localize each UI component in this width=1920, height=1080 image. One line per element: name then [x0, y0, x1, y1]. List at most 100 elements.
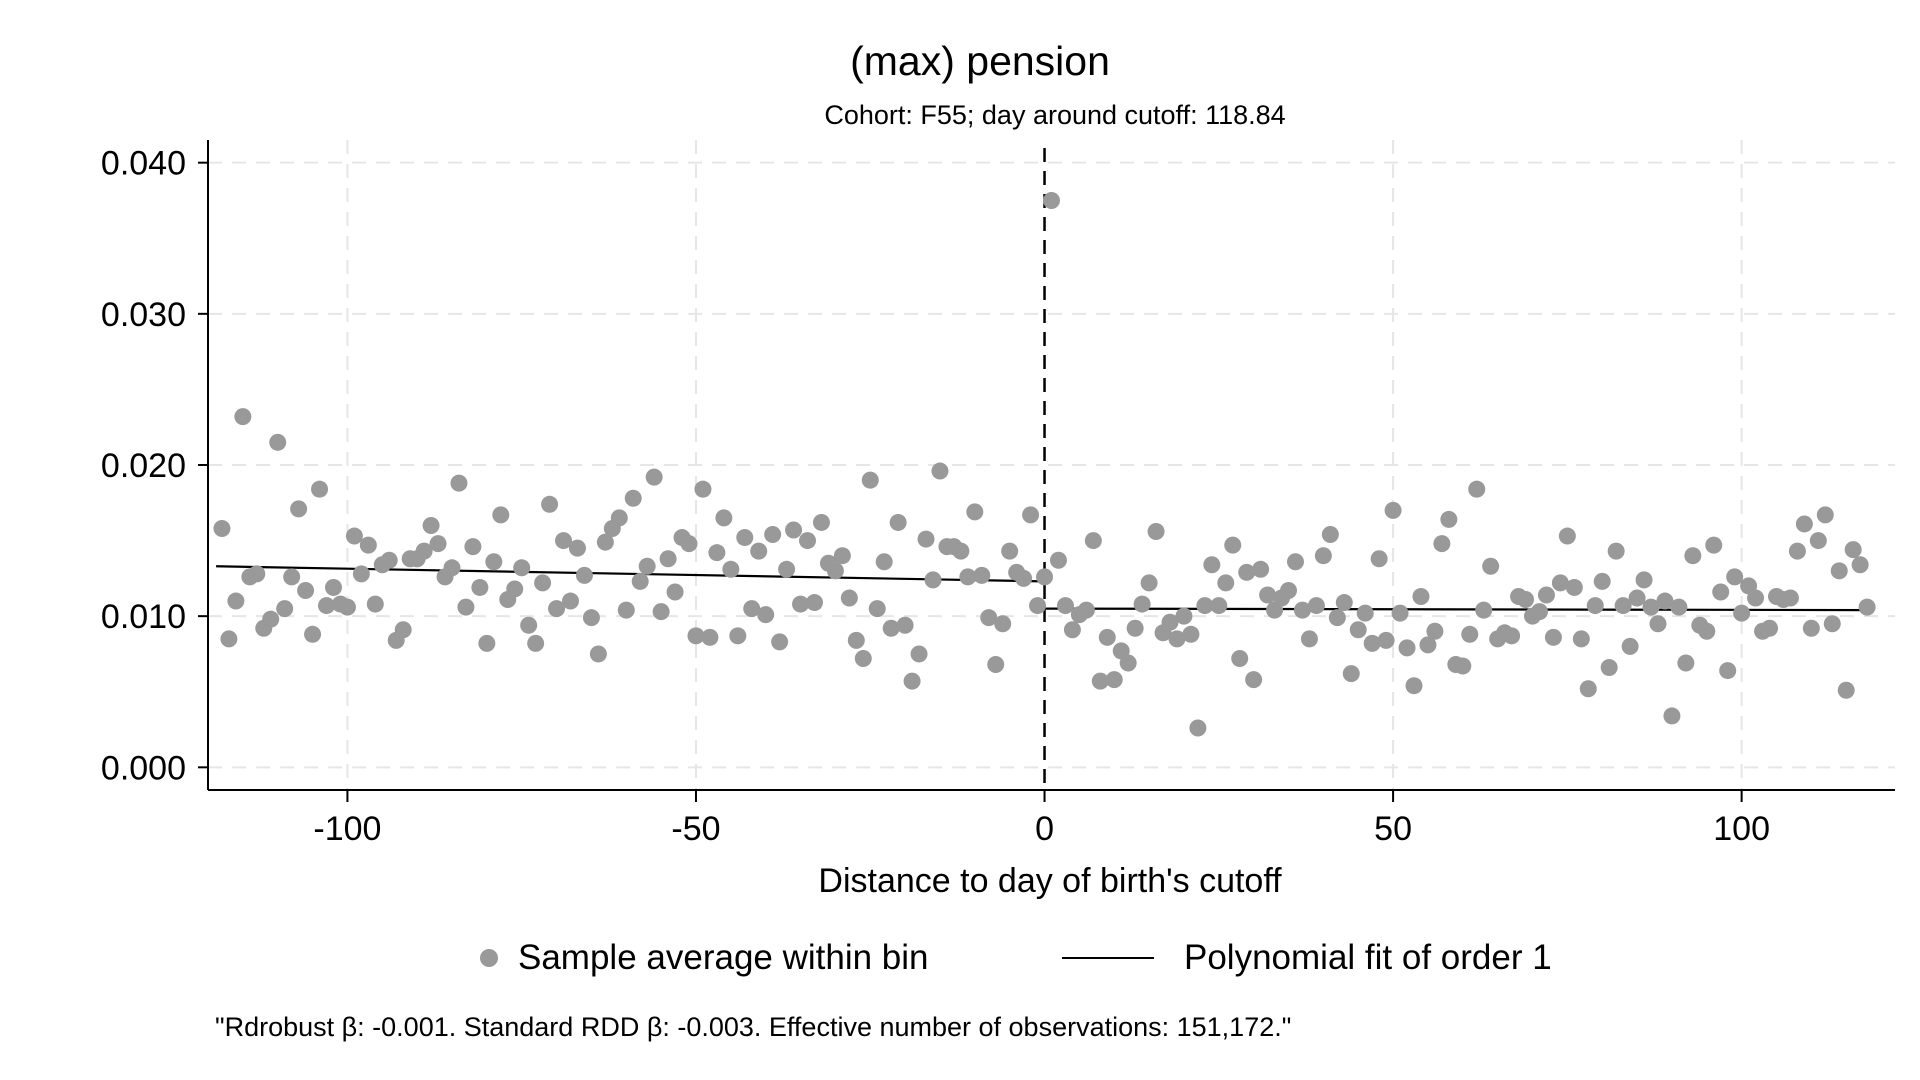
data-point: [534, 574, 552, 592]
legend-point-marker: [480, 949, 498, 967]
data-point: [868, 600, 886, 618]
data-point: [1733, 604, 1751, 622]
data-point: [924, 571, 942, 589]
data-point: [1837, 681, 1855, 699]
data-point: [799, 532, 817, 550]
data-point: [729, 627, 747, 645]
data-point: [931, 462, 949, 480]
data-point: [297, 581, 315, 599]
data-point: [575, 566, 593, 584]
data-point: [1335, 594, 1353, 612]
data-point: [903, 672, 921, 690]
y-tick-label: 0.020: [101, 447, 186, 485]
data-point: [1217, 574, 1235, 592]
data-point: [805, 594, 823, 612]
data-point: [213, 519, 231, 537]
data-point: [1084, 532, 1102, 550]
x-tick-label: 100: [1713, 810, 1770, 848]
data-point: [457, 598, 475, 616]
data-point: [1530, 603, 1548, 621]
data-point: [443, 559, 461, 577]
data-point: [450, 474, 468, 492]
data-point: [1245, 671, 1263, 689]
data-point: [645, 468, 663, 486]
data-point: [220, 630, 238, 648]
legend-item-fit: Polynomial fit of order 1: [1062, 938, 1552, 978]
data-point: [1677, 654, 1695, 672]
data-point: [269, 433, 287, 451]
data-point: [1321, 526, 1339, 544]
data-point: [875, 553, 893, 571]
x-tick-label: -100: [313, 810, 381, 848]
data-point: [555, 532, 573, 550]
data-point: [1579, 680, 1597, 698]
data-point: [1231, 649, 1249, 667]
scatter-points: [213, 191, 1876, 737]
chart-note: "Rdrobust β: -0.001. Standard RDD β: -0.…: [215, 1012, 1292, 1042]
data-point: [659, 550, 677, 568]
data-point: [1621, 637, 1639, 655]
data-point: [527, 634, 545, 652]
data-point: [1517, 591, 1535, 609]
data-point: [415, 542, 433, 560]
data-point: [1537, 586, 1555, 604]
data-point: [966, 503, 984, 521]
data-point: [1161, 613, 1179, 631]
data-point: [1196, 597, 1214, 615]
data-point: [840, 589, 858, 607]
data-point: [694, 480, 712, 498]
data-point: [1649, 615, 1667, 633]
data-point: [1719, 662, 1737, 680]
data-point: [1015, 569, 1033, 587]
data-point: [973, 566, 991, 584]
data-point: [708, 544, 726, 562]
data-point: [1168, 630, 1186, 648]
data-point: [561, 592, 579, 610]
data-point: [666, 583, 684, 601]
data-point: [1140, 574, 1158, 592]
data-point: [1175, 607, 1193, 625]
data-point: [826, 562, 844, 580]
data-point: [959, 568, 977, 586]
data-point: [1544, 628, 1562, 646]
data-point: [1119, 654, 1137, 672]
data-point: [318, 597, 336, 615]
data-point: [485, 553, 503, 571]
data-point: [1642, 598, 1660, 616]
data-point: [1224, 536, 1242, 554]
chart-subtitle: Cohort: F55; day around cutoff: 118.84: [824, 100, 1286, 130]
data-point: [1029, 597, 1047, 615]
x-tick-label: 50: [1374, 810, 1412, 848]
data-point: [722, 560, 740, 578]
data-point: [262, 610, 280, 628]
data-point: [1259, 586, 1277, 604]
data-point: [1461, 625, 1479, 643]
data-point: [861, 471, 879, 489]
y-tick-label: 0.040: [101, 145, 186, 183]
data-point: [1635, 571, 1653, 589]
data-point: [1022, 506, 1040, 524]
data-point: [1795, 515, 1813, 533]
data-point: [338, 598, 356, 616]
data-point: [1342, 665, 1360, 683]
data-point: [743, 600, 761, 618]
data-point: [652, 603, 670, 621]
data-point: [582, 609, 600, 627]
data-point: [1098, 628, 1116, 646]
data-point: [1684, 547, 1702, 565]
data-point: [980, 609, 998, 627]
data-point: [1363, 634, 1381, 652]
fit-line: [216, 565, 1045, 583]
data-point: [917, 530, 935, 548]
data-point: [1858, 598, 1876, 616]
data-point: [596, 533, 614, 551]
data-point: [1252, 560, 1270, 578]
data-point: [283, 568, 301, 586]
data-point: [290, 500, 308, 518]
data-point: [464, 538, 482, 556]
data-point: [1705, 536, 1723, 554]
data-point: [1614, 597, 1632, 615]
legend-line-marker: [1062, 957, 1154, 959]
data-point: [1747, 589, 1765, 607]
data-point: [1349, 621, 1367, 639]
